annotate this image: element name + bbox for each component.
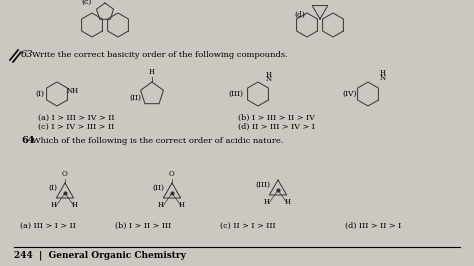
Text: H: H [158, 201, 164, 209]
Text: (III): (III) [228, 90, 243, 98]
Text: N: N [380, 74, 386, 82]
Text: O: O [169, 170, 175, 178]
Text: H: H [51, 201, 57, 209]
Text: NH: NH [67, 87, 79, 95]
Text: Write the correct basicity order of the following compounds.: Write the correct basicity order of the … [32, 51, 288, 59]
Text: H: H [179, 201, 185, 209]
Text: (I): (I) [35, 90, 44, 98]
Text: (II): (II) [129, 94, 141, 102]
Text: (a) I > III > IV > II: (a) I > III > IV > II [38, 114, 115, 122]
Text: (c) I > IV > III > II: (c) I > IV > III > II [38, 123, 114, 131]
Text: H: H [264, 198, 270, 206]
Text: H: H [380, 69, 386, 77]
Text: (b) I > III > II > IV: (b) I > III > II > IV [238, 114, 315, 122]
Text: 63: 63 [21, 50, 34, 59]
Text: (d) II > III > IV > I: (d) II > III > IV > I [238, 123, 315, 131]
Text: (c): (c) [81, 0, 91, 6]
Text: (III): (III) [255, 181, 270, 189]
Text: H: H [266, 71, 272, 79]
Text: 244  |  General Organic Chemistry: 244 | General Organic Chemistry [14, 251, 186, 260]
Text: (c) II > I > III: (c) II > I > III [220, 222, 275, 230]
Text: 64: 64 [21, 136, 35, 145]
Text: O: O [62, 170, 68, 178]
Text: H: H [72, 201, 78, 209]
Text: N: N [266, 75, 272, 83]
Text: (II): (II) [152, 184, 164, 192]
Text: (IV): (IV) [342, 90, 356, 98]
Text: (b) I > II > III: (b) I > II > III [115, 222, 171, 230]
Text: (d) III > II > I: (d) III > II > I [345, 222, 401, 230]
Text: (I): (I) [48, 184, 57, 192]
Text: H: H [149, 68, 155, 76]
Text: H: H [285, 198, 291, 206]
Text: (d): (d) [294, 11, 305, 19]
Text: (a) III > I > II: (a) III > I > II [20, 222, 76, 230]
Text: Which of the following is the correct order of acidic nature.: Which of the following is the correct or… [32, 137, 283, 145]
